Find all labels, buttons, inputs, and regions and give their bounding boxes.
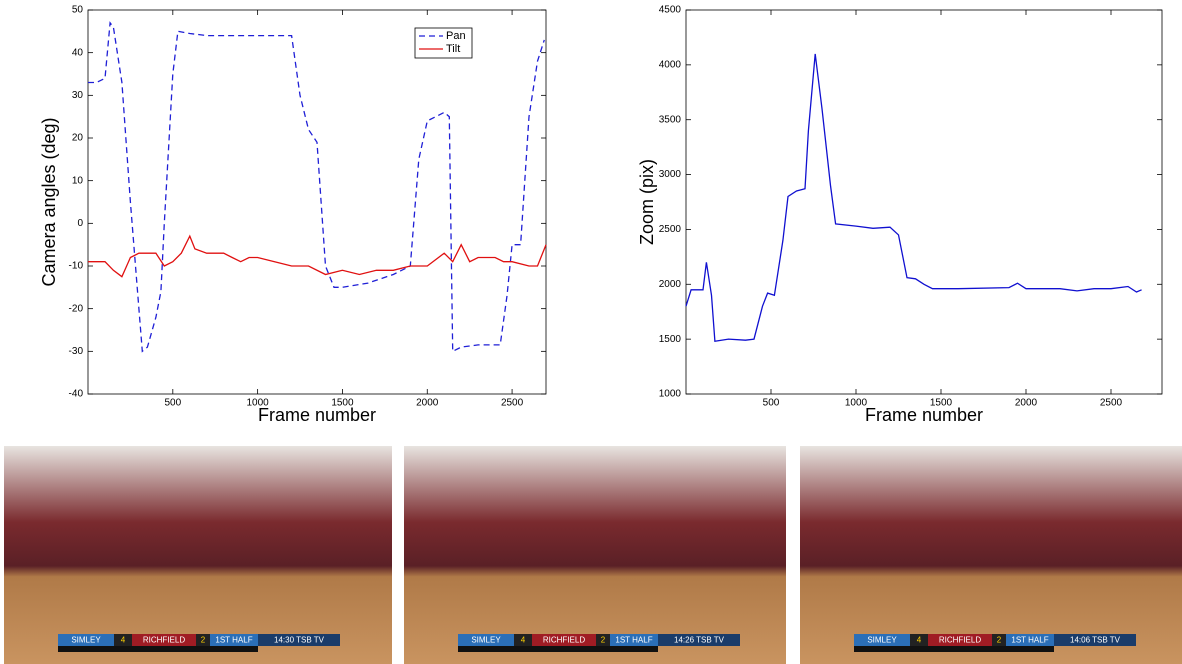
scoreboard-text: SIMLEY <box>471 636 501 645</box>
y-tick-label: -10 <box>69 261 84 272</box>
scoreboard-text: 2 <box>997 636 1002 645</box>
y-tick-label: 40 <box>72 47 84 58</box>
scoreboard-strip <box>58 646 258 652</box>
series-line <box>686 54 1142 341</box>
y-tick-label: 20 <box>72 133 84 144</box>
x-tick-label: 500 <box>164 398 181 409</box>
y-tick-label: 50 <box>72 5 84 16</box>
scoreboard-strip <box>854 646 1054 652</box>
series-line <box>88 236 546 277</box>
scoreboard-text: 14:06 TSB TV <box>1070 636 1121 645</box>
y-tick-label: 10 <box>72 175 84 186</box>
x-tick-label: 2000 <box>1015 398 1038 409</box>
y-tick-label: 3500 <box>659 114 682 125</box>
scoreboard-text: 4 <box>121 636 126 645</box>
scoreboard-text: SIMLEY <box>71 636 101 645</box>
x-tick-label: 2500 <box>1100 398 1123 409</box>
y-axis-label: Zoom (pix) <box>637 159 657 245</box>
y-tick-label: 1000 <box>659 389 682 400</box>
photo <box>4 446 392 664</box>
y-tick-label: -30 <box>69 346 84 357</box>
legend-label: Tilt <box>446 43 460 55</box>
scoreboard-text: RICHFIELD <box>543 636 585 645</box>
y-axis-label: Camera angles (deg) <box>39 117 59 286</box>
scoreboard-text: 2 <box>601 636 606 645</box>
scoreboard-text: SIMLEY <box>867 636 897 645</box>
y-tick-label: 1500 <box>659 334 682 345</box>
y-tick-label: 4000 <box>659 59 682 70</box>
x-axis-label: Frame number <box>865 405 983 425</box>
scoreboard-text: RICHFIELD <box>143 636 185 645</box>
y-tick-label: 2500 <box>659 224 682 235</box>
scoreboard-text: 2 <box>201 636 206 645</box>
scoreboard-text: 1ST HALF <box>215 636 252 645</box>
photo <box>800 446 1182 664</box>
y-tick-label: -20 <box>69 303 84 314</box>
photo <box>404 446 786 664</box>
scoreboard-text: 14:30 TSB TV <box>274 636 325 645</box>
scoreboard-text: 1ST HALF <box>615 636 652 645</box>
y-tick-label: 4500 <box>659 5 682 16</box>
series-line <box>88 23 544 352</box>
plot-frame <box>686 10 1162 394</box>
y-tick-label: 3000 <box>659 169 682 180</box>
x-axis-label: Frame number <box>258 405 376 425</box>
y-tick-label: 2000 <box>659 279 682 290</box>
scoreboard-text: 4 <box>521 636 526 645</box>
scoreboard-text: RICHFIELD <box>939 636 981 645</box>
y-tick-label: 30 <box>72 90 84 101</box>
plot-frame <box>88 10 546 394</box>
scoreboard-text: 4 <box>917 636 922 645</box>
y-tick-label: 0 <box>77 218 83 229</box>
figure: -40-30-20-100102030405050010001500200025… <box>0 0 1182 664</box>
x-tick-label: 500 <box>763 398 780 409</box>
scoreboard-text: 14:26 TSB TV <box>674 636 725 645</box>
legend-label: Pan <box>446 30 466 42</box>
x-tick-label: 2000 <box>416 398 439 409</box>
y-tick-label: -40 <box>69 389 84 400</box>
scoreboard-text: 1ST HALF <box>1011 636 1048 645</box>
x-tick-label: 2500 <box>501 398 524 409</box>
scoreboard-strip <box>458 646 658 652</box>
page: -40-30-20-100102030405050010001500200025… <box>0 0 1182 664</box>
